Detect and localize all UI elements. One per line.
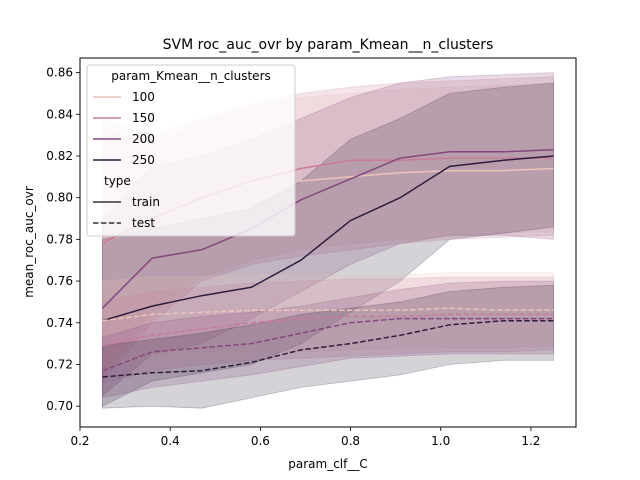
- legend: param_Kmean__n_clusters 100 150 200 250 …: [86, 64, 296, 237]
- legend-label-200: 200: [132, 132, 155, 146]
- x-axis-label: param_clf__C: [288, 457, 367, 471]
- y-axis-ticks: 0.70 0.72 0.74 0.76 0.78 0.80 0.82 0.84 0.86: [46, 66, 80, 413]
- y-tick-label: 0.74: [46, 316, 73, 330]
- line-test-250: [102, 319, 554, 378]
- chart-title: SVM roc_auc_ovr by param_Kmean__n_cluste…: [163, 37, 494, 53]
- line-test-100: [102, 307, 554, 322]
- y-tick-label: 0.82: [46, 149, 73, 163]
- legend-label-100: 100: [132, 90, 155, 104]
- y-tick-label: 0.70: [46, 399, 73, 413]
- line-test-200: [102, 317, 554, 372]
- y-tick-label: 0.78: [46, 232, 73, 246]
- x-axis-ticks: 0.2 0.4 0.6 0.8 1.0 1.2: [70, 427, 540, 448]
- y-tick-label: 0.76: [46, 274, 73, 288]
- y-tick-label: 0.86: [46, 66, 73, 80]
- x-tick-label: 1.2: [521, 434, 540, 448]
- x-tick-label: 0.4: [161, 434, 180, 448]
- legend-box: [86, 64, 296, 237]
- legend-label-test: test: [132, 216, 155, 230]
- plot-frame: [79, 57, 577, 428]
- legend-label-250: 250: [132, 153, 155, 167]
- y-tick-label: 0.84: [46, 107, 73, 121]
- y-tick-label: 0.80: [46, 191, 73, 205]
- band-test-100: [102, 272, 554, 370]
- x-tick-label: 0.8: [341, 434, 360, 448]
- y-axis-label: mean_roc_auc_ovr: [22, 186, 36, 298]
- legend-label-150: 150: [132, 111, 155, 125]
- legend-label-train: train: [132, 195, 160, 209]
- x-tick-label: 1.0: [431, 434, 450, 448]
- band-test-150: [102, 276, 554, 384]
- line-train-250: [102, 155, 554, 322]
- line-train-200: [101, 148, 554, 309]
- x-tick-label: 0.2: [70, 434, 89, 448]
- legend-hue-title: param_Kmean__n_clusters: [111, 69, 271, 83]
- line-test-150: [102, 313, 554, 347]
- y-tick-label: 0.72: [46, 357, 73, 371]
- x-tick-label: 0.6: [251, 434, 270, 448]
- legend-style-title: type: [104, 174, 131, 188]
